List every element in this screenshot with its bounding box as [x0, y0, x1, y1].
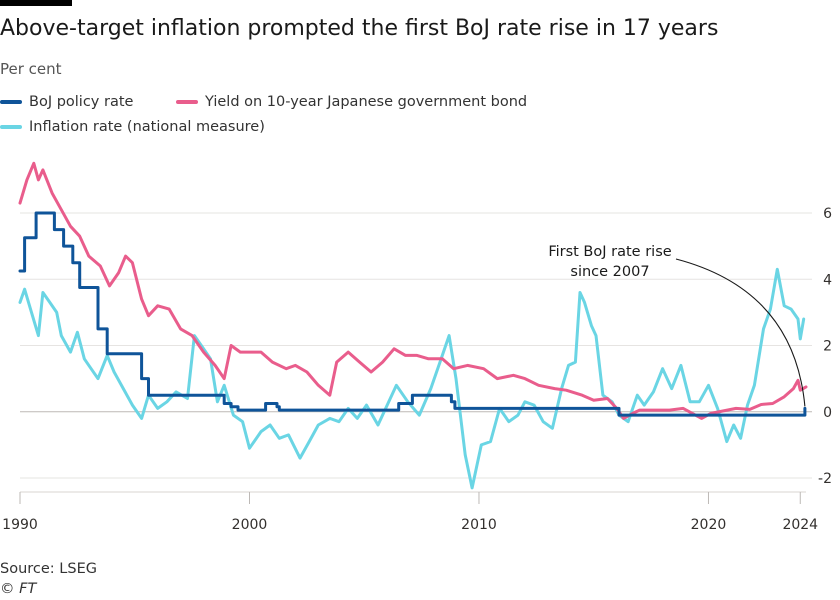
legend-label-yield: Yield on 10-year Japanese government bon… — [205, 94, 528, 110]
series-line-yield — [18, 161, 808, 420]
legend-label-policy: BoJ policy rate — [29, 94, 134, 110]
series-line-policy — [18, 211, 807, 417]
x-tick-label-2: 2010 — [461, 517, 497, 533]
chart-subtitle: Per cent — [0, 60, 62, 78]
legend-swatch-policy — [0, 100, 22, 104]
x-tick-label-3: 2020 — [691, 517, 727, 533]
y-tick-label-0: 6 — [823, 206, 832, 222]
x-tick-label-1: 2000 — [232, 517, 268, 533]
legend-item-yield: Yield on 10-year Japanese government bon… — [176, 94, 527, 110]
y-tick-label-3: 0 — [823, 405, 832, 421]
annotation-text-line2: since 2007 — [570, 264, 649, 280]
series-line-inflation — [18, 267, 806, 490]
legend-swatch-inflation — [0, 125, 22, 129]
y-tick-label-2: 2 — [823, 339, 832, 355]
y-tick-label-1: 4 — [823, 272, 832, 288]
copyright-note: © FT — [0, 581, 37, 597]
legend-swatch-yield — [176, 100, 198, 104]
x-tick-label-4: 2024 — [782, 517, 818, 533]
grid-layer: 6 4 2 0 -2 1990 2000 2010 2020 2024 — [2, 206, 832, 533]
series-layer — [18, 161, 808, 490]
chart-title: Above-target inflation prompted the firs… — [0, 16, 719, 41]
brand-bar — [0, 0, 72, 6]
x-tick-label-0: 1990 — [2, 517, 38, 533]
source-note: Source: LSEG — [0, 561, 97, 577]
annotation-text-line1: First BoJ rate rise — [548, 244, 671, 260]
annotation-leader — [675, 258, 806, 407]
y-tick-label-4: -2 — [818, 471, 832, 487]
legend-item-policy: BoJ policy rate — [0, 94, 133, 110]
legend-label-inflation: Inflation rate (national measure) — [29, 119, 265, 135]
legend-item-inflation: Inflation rate (national measure) — [0, 119, 265, 135]
annotation-layer: First BoJ rate rise since 2007 — [548, 244, 806, 407]
